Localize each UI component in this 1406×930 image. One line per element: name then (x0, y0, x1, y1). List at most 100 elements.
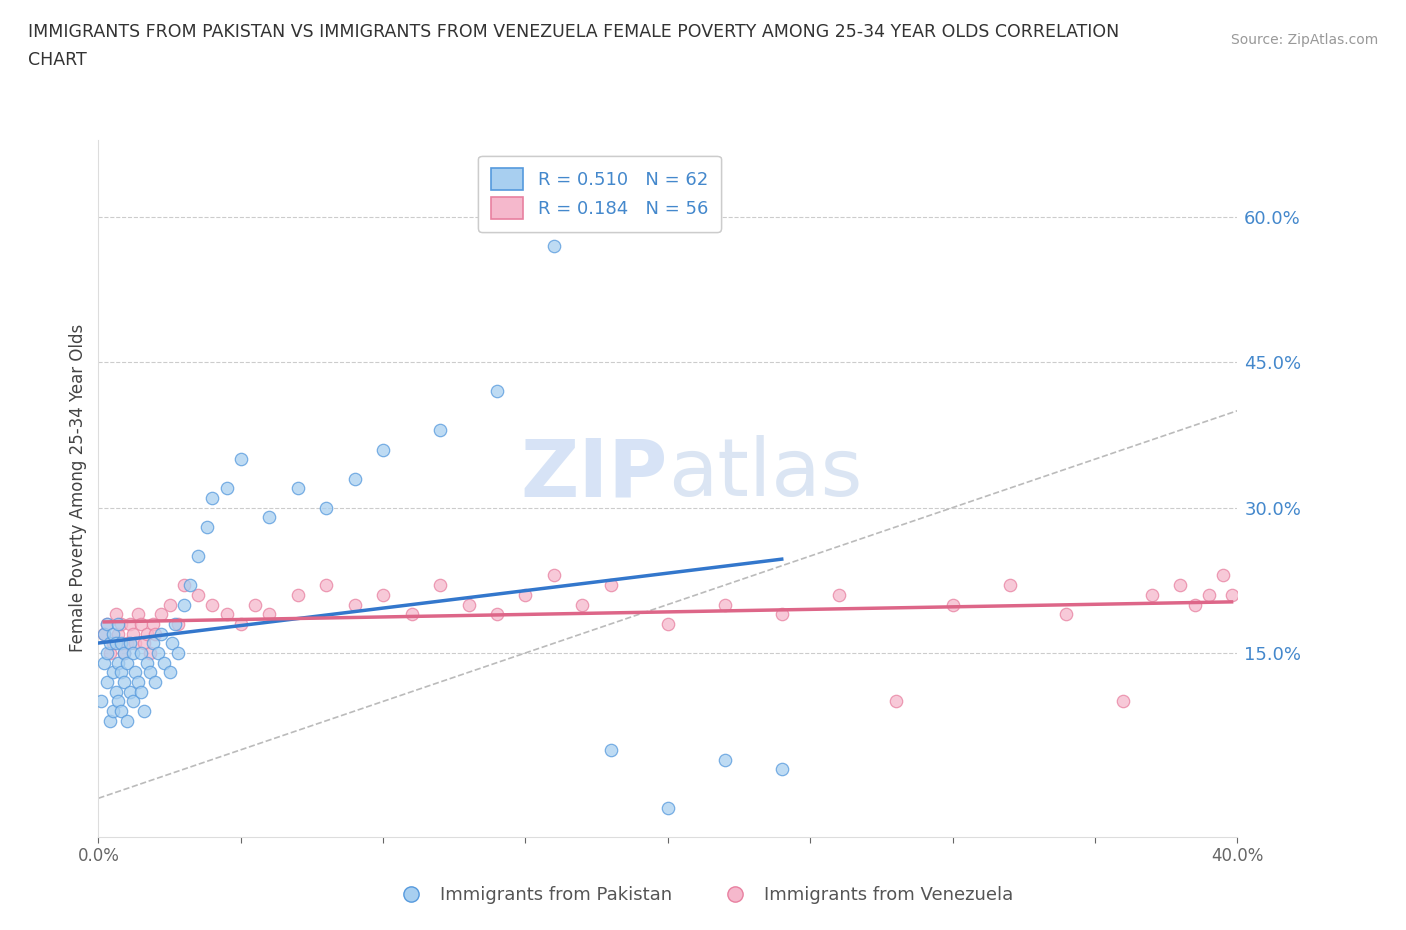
Point (457, 597, 479, 612)
Point (112, 645, 135, 660)
Point (162, 636, 184, 651)
Point (714, 752, 737, 767)
Point (287, 588, 309, 603)
Point (1170, 578, 1192, 592)
Point (129, 645, 152, 660)
Point (124, 665, 146, 680)
Point (243, 597, 266, 612)
Text: atlas: atlas (668, 435, 862, 513)
Point (93, 656, 115, 671)
Point (167, 645, 190, 660)
Point (201, 490, 224, 505)
Point (343, 597, 366, 612)
Point (998, 578, 1021, 592)
Point (118, 684, 141, 699)
Point (215, 606, 238, 621)
Point (115, 636, 138, 651)
Point (187, 588, 209, 603)
Y-axis label: Female Poverty Among 25-34 Year Olds: Female Poverty Among 25-34 Year Olds (69, 325, 87, 652)
Legend: Immigrants from Pakistan, Immigrants from Venezuela: Immigrants from Pakistan, Immigrants fro… (385, 879, 1021, 911)
Point (543, 239, 565, 254)
Point (600, 578, 623, 592)
Point (828, 588, 851, 603)
Point (287, 481, 309, 496)
Point (1056, 606, 1078, 621)
Point (132, 704, 155, 719)
Point (1198, 588, 1220, 603)
Point (135, 626, 157, 641)
Point (112, 674, 135, 689)
Point (159, 665, 181, 680)
Point (657, 617, 679, 631)
Point (115, 656, 138, 671)
Point (101, 636, 124, 651)
Text: CHART: CHART (28, 51, 87, 69)
Point (770, 762, 793, 777)
Point (373, 442, 395, 457)
Point (259, 510, 281, 525)
Point (129, 617, 152, 631)
Point (101, 626, 124, 641)
Point (127, 606, 149, 621)
Point (98, 645, 121, 660)
Point (104, 606, 127, 621)
Point (118, 617, 141, 631)
Point (110, 617, 132, 631)
Point (315, 578, 337, 592)
Point (657, 801, 679, 816)
Point (104, 636, 127, 651)
Point (173, 597, 195, 612)
Point (150, 626, 173, 641)
Point (159, 597, 181, 612)
Point (543, 568, 565, 583)
Point (118, 636, 141, 651)
Text: Source: ZipAtlas.com: Source: ZipAtlas.com (1230, 33, 1378, 46)
Point (104, 684, 127, 699)
Point (141, 617, 163, 631)
Text: ZIP: ZIP (520, 435, 668, 513)
Point (127, 674, 149, 689)
Point (148, 645, 170, 660)
Point (150, 606, 173, 621)
Point (93, 626, 115, 641)
Point (107, 656, 129, 671)
Point (110, 665, 132, 680)
Text: IMMIGRANTS FROM PAKISTAN VS IMMIGRANTS FROM VENEZUELA FEMALE POVERTY AMONG 25-34: IMMIGRANTS FROM PAKISTAN VS IMMIGRANTS F… (28, 23, 1119, 41)
Point (486, 606, 509, 621)
Point (141, 636, 163, 651)
Point (215, 481, 238, 496)
Point (110, 704, 132, 719)
Point (124, 636, 146, 651)
Point (201, 597, 224, 612)
Point (90, 694, 112, 709)
Point (121, 694, 143, 709)
Point (770, 606, 793, 621)
Point (153, 656, 176, 671)
Point (107, 626, 129, 641)
Legend: R = 0.510   N = 62, R = 0.184   N = 56: R = 0.510 N = 62, R = 0.184 N = 56 (478, 155, 721, 232)
Point (107, 617, 129, 631)
Point (138, 645, 160, 660)
Point (401, 606, 423, 621)
Point (112, 645, 135, 660)
Point (98, 636, 121, 651)
Point (121, 626, 143, 641)
Point (165, 617, 187, 631)
Point (167, 617, 190, 631)
Point (343, 472, 366, 486)
Point (884, 694, 907, 709)
Point (942, 597, 965, 612)
Point (96, 645, 118, 660)
Point (173, 578, 195, 592)
Point (101, 665, 124, 680)
Point (229, 452, 252, 467)
Point (135, 656, 157, 671)
Point (129, 684, 152, 699)
Point (515, 588, 537, 603)
Point (714, 597, 737, 612)
Point (259, 606, 281, 621)
Point (195, 520, 218, 535)
Point (110, 636, 132, 651)
Point (571, 597, 593, 612)
Point (138, 665, 160, 680)
